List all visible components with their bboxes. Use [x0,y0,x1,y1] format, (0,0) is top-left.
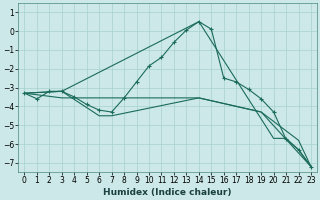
X-axis label: Humidex (Indice chaleur): Humidex (Indice chaleur) [103,188,232,197]
